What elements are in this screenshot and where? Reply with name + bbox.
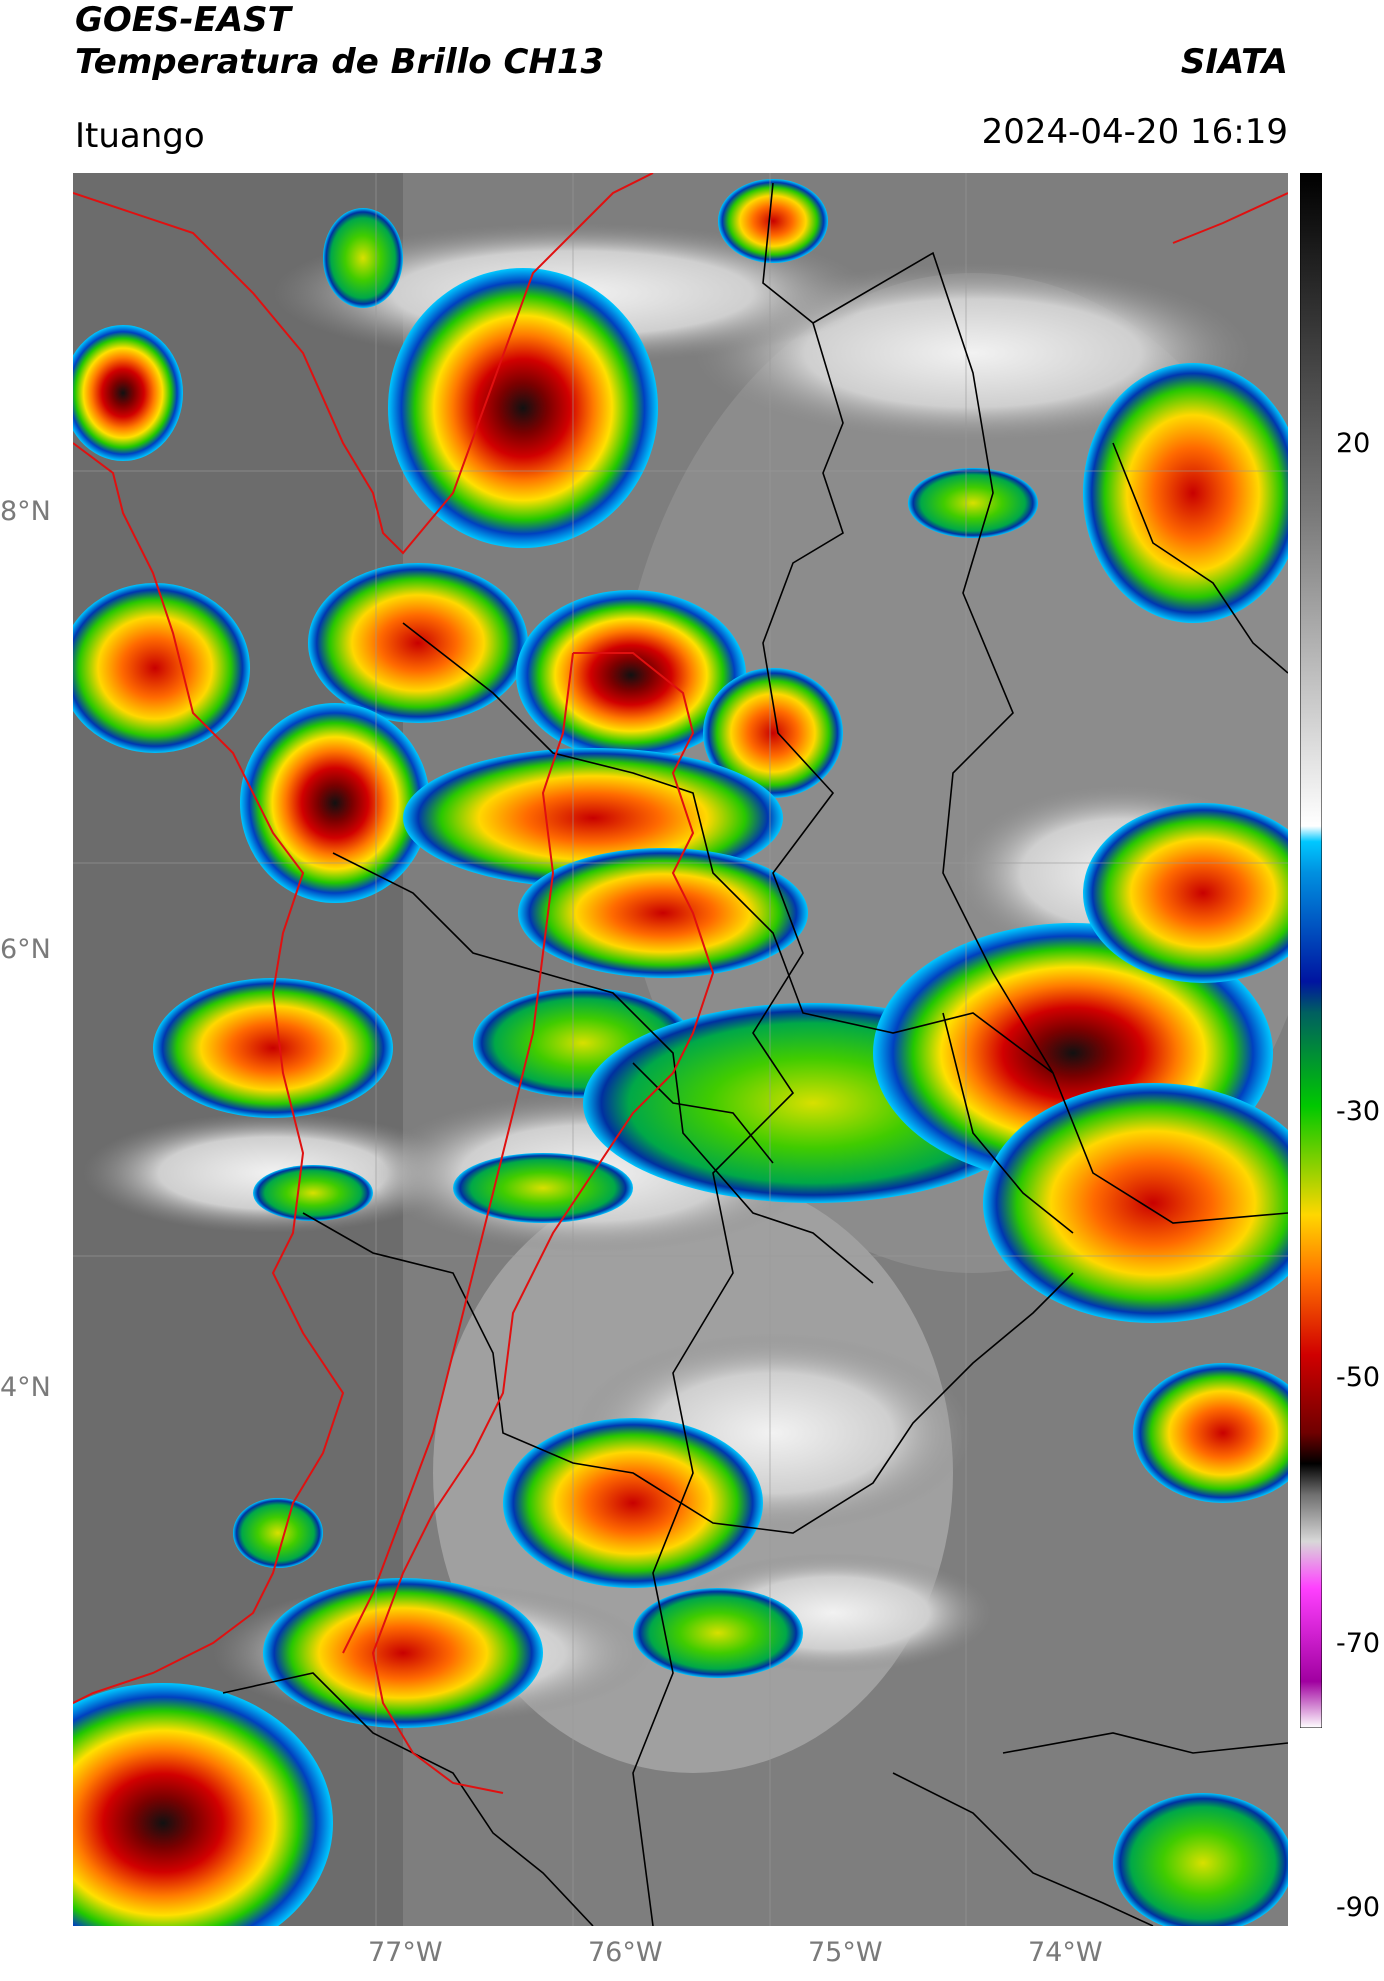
- satellite-map: [73, 173, 1288, 1926]
- brand-label: SIATA: [1180, 42, 1288, 82]
- colorbar-tick: 20: [1336, 428, 1371, 459]
- colorbar: [1300, 173, 1322, 1728]
- lat-label: 6°N: [0, 934, 51, 965]
- colorbar-tick: -70: [1336, 1628, 1381, 1659]
- timestamp-label: 2024-04-20 16:19: [981, 112, 1288, 152]
- colorbar-tick: -50: [1336, 1362, 1381, 1393]
- location-label: Ituango: [75, 116, 205, 156]
- lat-label: 4°N: [0, 1372, 51, 1403]
- lon-label: 75°W: [808, 1937, 883, 1968]
- lon-label: 77°W: [368, 1937, 443, 1968]
- colorbar-tick: -30: [1336, 1096, 1381, 1127]
- lon-label: 74°W: [1028, 1937, 1103, 1968]
- satellite-title: GOES-EAST: [75, 0, 291, 40]
- lat-label: 8°N: [0, 496, 51, 527]
- colorbar-tick: -90: [1336, 1892, 1381, 1923]
- product-title: Temperatura de Brillo CH13: [75, 42, 605, 82]
- lon-label: 76°W: [588, 1937, 663, 1968]
